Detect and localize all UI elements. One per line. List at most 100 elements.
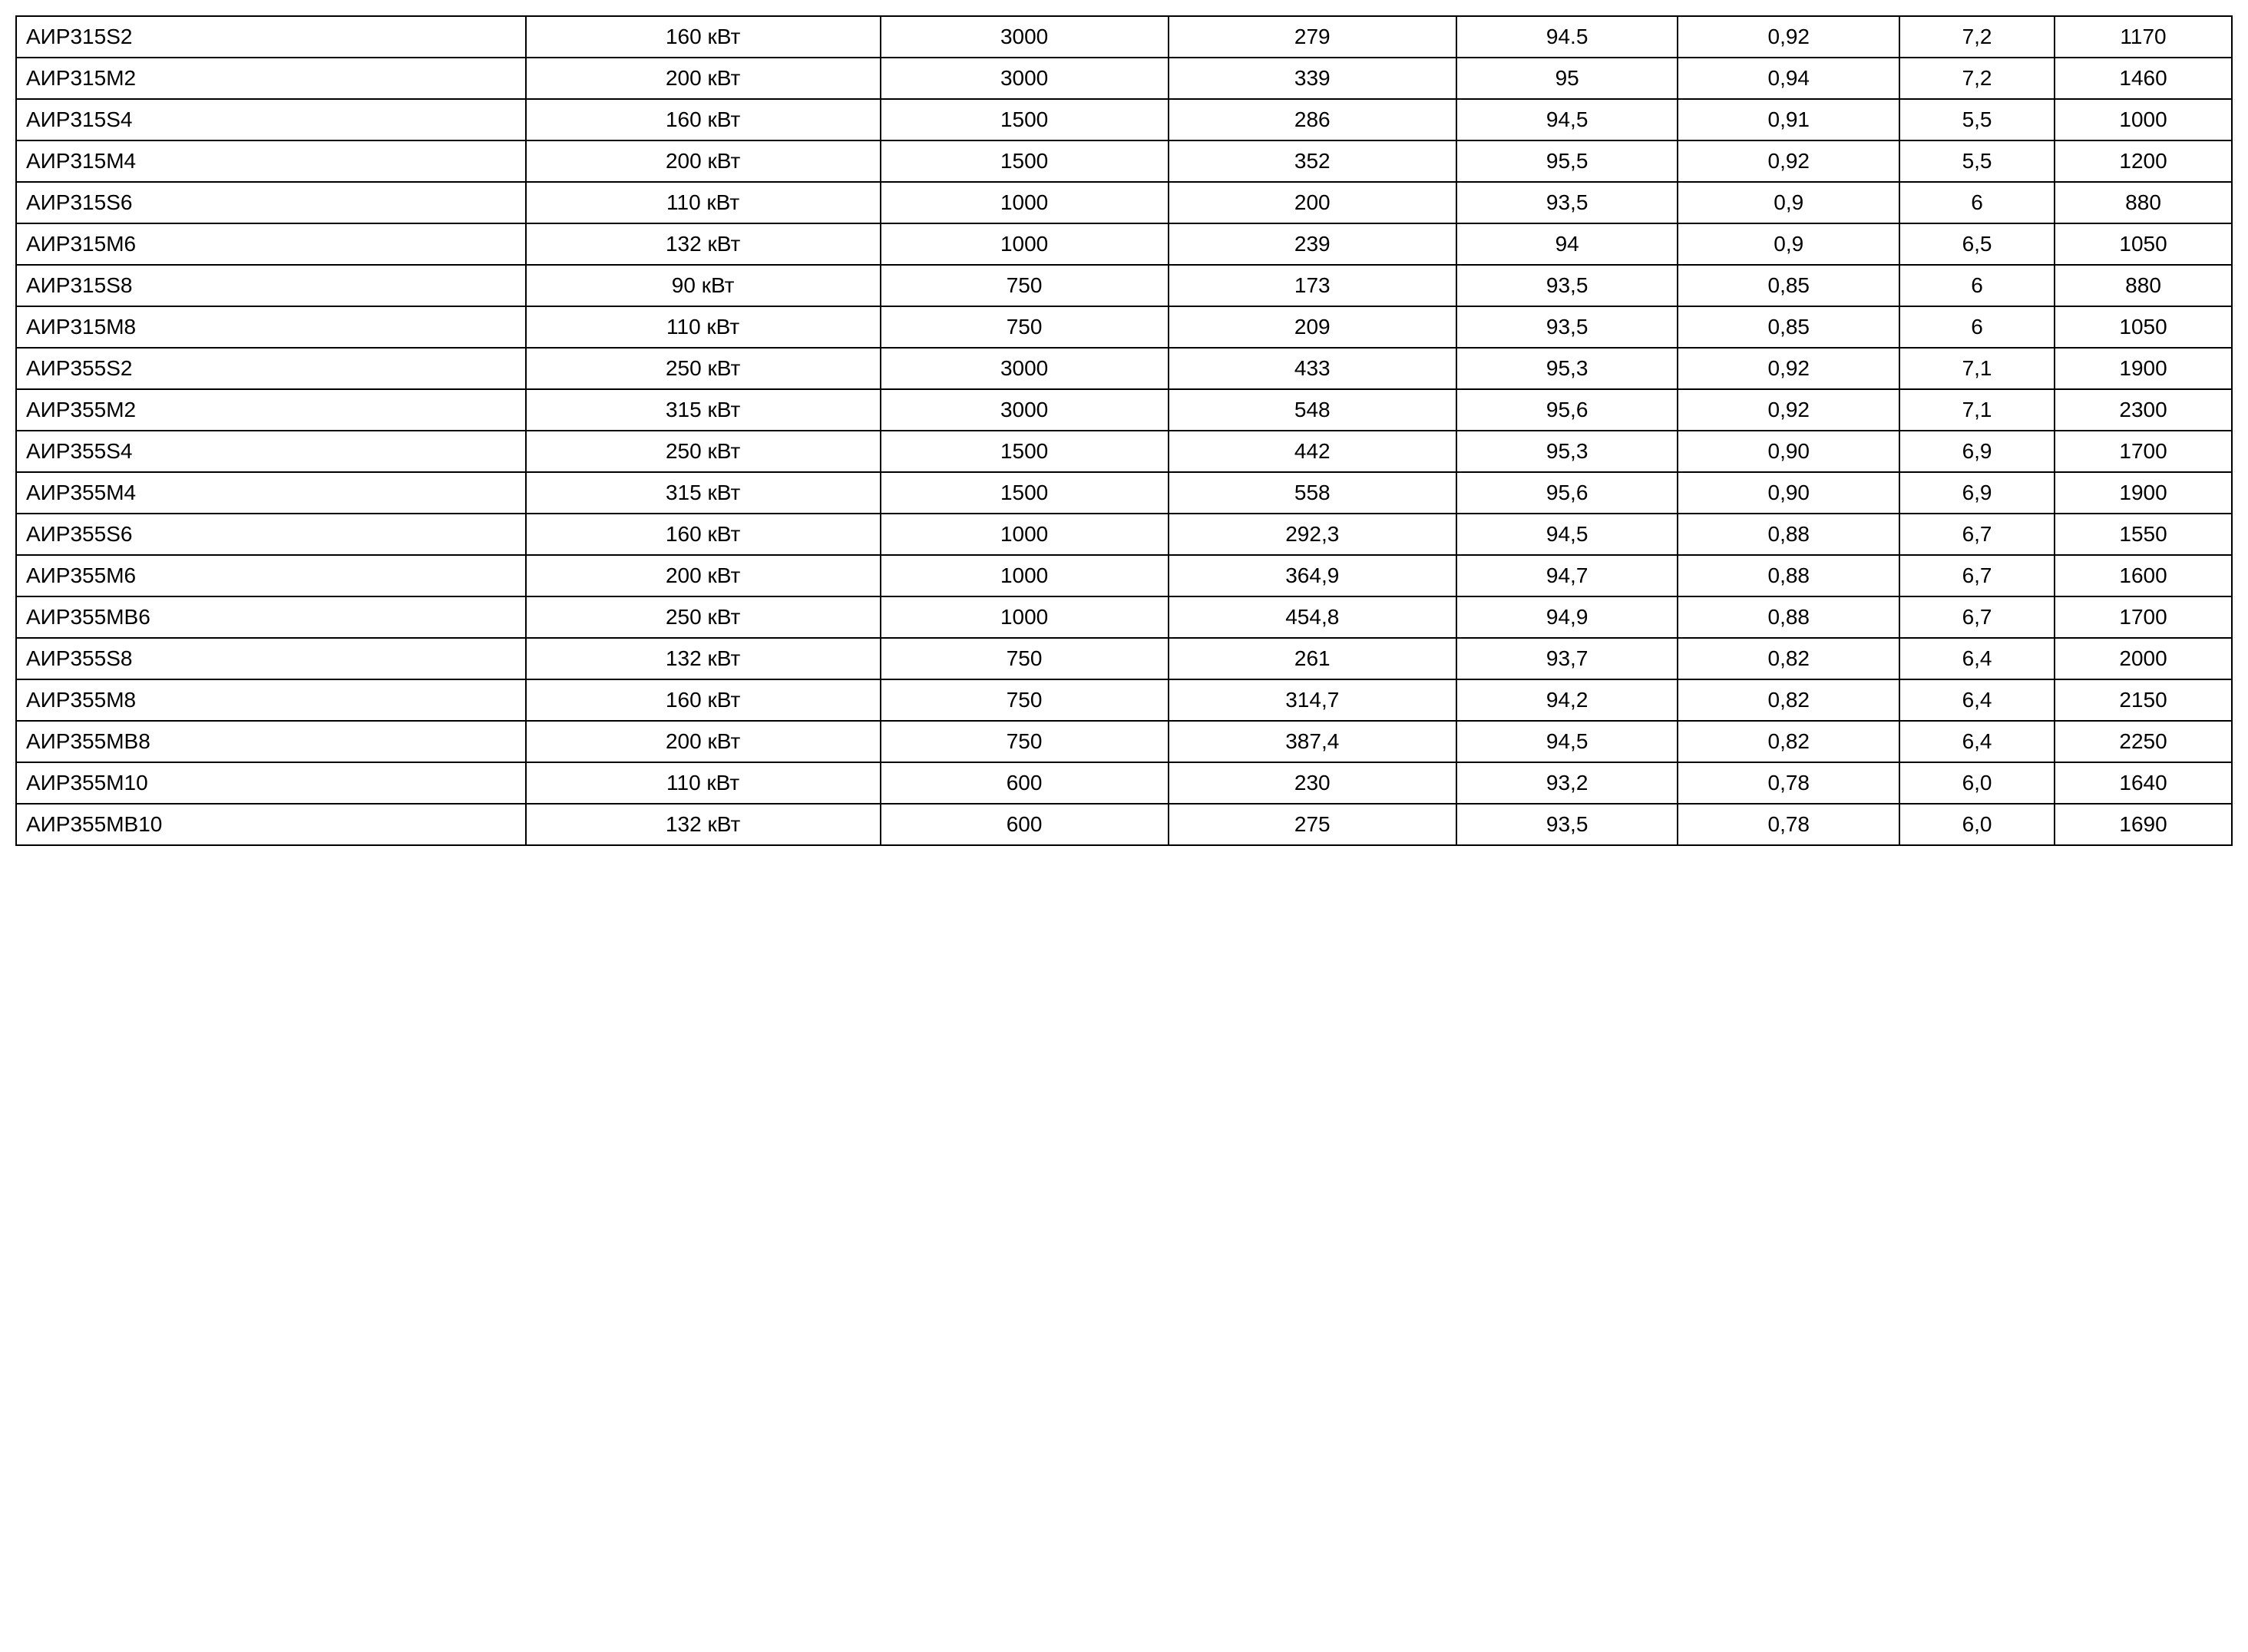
table-row: АИР355М6200 кВт1000364,994,70,886,71600: [16, 555, 2232, 596]
table-cell: 7,1: [1899, 348, 2055, 389]
table-cell: 1460: [2055, 58, 2232, 99]
table-cell: 558: [1169, 472, 1456, 514]
table-row: АИР355S6160 кВт1000292,394,50,886,71550: [16, 514, 2232, 555]
table-cell: 2150: [2055, 679, 2232, 721]
table-cell: 200 кВт: [526, 555, 881, 596]
table-row: АИР355S8132 кВт75026193,70,826,42000: [16, 638, 2232, 679]
table-cell: 0,88: [1678, 514, 1899, 555]
table-cell: 200 кВт: [526, 140, 881, 182]
table-cell: 6,5: [1899, 223, 2055, 265]
table-cell: 292,3: [1169, 514, 1456, 555]
table-cell: 110 кВт: [526, 306, 881, 348]
table-cell: 5,5: [1899, 99, 2055, 140]
table-cell: 0,92: [1678, 348, 1899, 389]
table-cell: 94.5: [1456, 16, 1678, 58]
table-cell: 0,82: [1678, 679, 1899, 721]
table-cell: 2300: [2055, 389, 2232, 431]
table-cell: 7,1: [1899, 389, 2055, 431]
table-cell: АИР355М8: [16, 679, 526, 721]
table-cell: 230: [1169, 762, 1456, 804]
table-cell: АИР315М4: [16, 140, 526, 182]
table-cell: 209: [1169, 306, 1456, 348]
table-cell: 0,88: [1678, 596, 1899, 638]
table-cell: 3000: [881, 16, 1169, 58]
table-cell: АИР355МВ6: [16, 596, 526, 638]
table-cell: 315 кВт: [526, 472, 881, 514]
table-cell: 94: [1456, 223, 1678, 265]
table-cell: 1640: [2055, 762, 2232, 804]
table-cell: АИР315S6: [16, 182, 526, 223]
table-row: АИР315М8110 кВт75020993,50,8561050: [16, 306, 2232, 348]
table-cell: 880: [2055, 265, 2232, 306]
table-cell: АИР315S4: [16, 99, 526, 140]
table-row: АИР315S4160 кВт150028694,50,915,51000: [16, 99, 2232, 140]
table-row: АИР355МВ6250 кВт1000454,894,90,886,71700: [16, 596, 2232, 638]
table-cell: 93,2: [1456, 762, 1678, 804]
table-cell: 286: [1169, 99, 1456, 140]
table-cell: 1600: [2055, 555, 2232, 596]
table-cell: 352: [1169, 140, 1456, 182]
table-cell: 0,85: [1678, 265, 1899, 306]
table-cell: 173: [1169, 265, 1456, 306]
table-cell: АИР355М4: [16, 472, 526, 514]
table-cell: 0,94: [1678, 58, 1899, 99]
table-row: АИР355М8160 кВт750314,794,20,826,42150: [16, 679, 2232, 721]
table-cell: АИР355S8: [16, 638, 526, 679]
table-cell: АИР315М2: [16, 58, 526, 99]
table-cell: 600: [881, 762, 1169, 804]
table-cell: 250 кВт: [526, 348, 881, 389]
table-cell: 0,90: [1678, 472, 1899, 514]
table-body: АИР315S2160 кВт300027994.50,927,21170АИР…: [16, 16, 2232, 845]
table-cell: 315 кВт: [526, 389, 881, 431]
table-cell: 314,7: [1169, 679, 1456, 721]
table-cell: 250 кВт: [526, 596, 881, 638]
table-cell: 95,6: [1456, 389, 1678, 431]
table-cell: 1000: [881, 182, 1169, 223]
table-cell: 94,2: [1456, 679, 1678, 721]
table-row: АИР355МВ10132 кВт60027593,50,786,01690: [16, 804, 2232, 845]
table-cell: 275: [1169, 804, 1456, 845]
table-cell: 239: [1169, 223, 1456, 265]
table-cell: 0,92: [1678, 389, 1899, 431]
table-cell: 1500: [881, 99, 1169, 140]
table-cell: АИР315М8: [16, 306, 526, 348]
table-cell: 1550: [2055, 514, 2232, 555]
table-row: АИР355МВ8200 кВт750387,494,50,826,42250: [16, 721, 2232, 762]
table-cell: 110 кВт: [526, 182, 881, 223]
table-cell: 1700: [2055, 596, 2232, 638]
table-cell: 1000: [2055, 99, 2232, 140]
table-cell: 1500: [881, 140, 1169, 182]
table-cell: 94,5: [1456, 514, 1678, 555]
table-cell: АИР355МВ8: [16, 721, 526, 762]
table-cell: 1900: [2055, 348, 2232, 389]
table-cell: 6,9: [1899, 472, 2055, 514]
table-cell: 6: [1899, 306, 2055, 348]
table-cell: 132 кВт: [526, 223, 881, 265]
table-cell: АИР315S8: [16, 265, 526, 306]
table-cell: 750: [881, 721, 1169, 762]
table-cell: 6,7: [1899, 555, 2055, 596]
table-cell: АИР355М10: [16, 762, 526, 804]
table-row: АИР355М2315 кВт300054895,60,927,12300: [16, 389, 2232, 431]
table-row: АИР355М10110 кВт60023093,20,786,01640: [16, 762, 2232, 804]
table-row: АИР315S6110 кВт100020093,50,96880: [16, 182, 2232, 223]
table-cell: 1500: [881, 472, 1169, 514]
table-cell: 750: [881, 306, 1169, 348]
table-cell: 6,9: [1899, 431, 2055, 472]
table-cell: 6,7: [1899, 514, 2055, 555]
table-row: АИР315М4200 кВт150035295,50,925,51200: [16, 140, 2232, 182]
table-cell: 1000: [881, 223, 1169, 265]
table-cell: 95,3: [1456, 431, 1678, 472]
table-cell: 6,0: [1899, 804, 2055, 845]
table-cell: 110 кВт: [526, 762, 881, 804]
table-cell: 200 кВт: [526, 58, 881, 99]
table-cell: 442: [1169, 431, 1456, 472]
table-cell: 0,90: [1678, 431, 1899, 472]
table-cell: 1500: [881, 431, 1169, 472]
table-row: АИР355S2250 кВт300043395,30,927,11900: [16, 348, 2232, 389]
table-cell: 93,5: [1456, 306, 1678, 348]
table-cell: 364,9: [1169, 555, 1456, 596]
table-cell: 160 кВт: [526, 679, 881, 721]
table-cell: 132 кВт: [526, 804, 881, 845]
table-cell: 0,92: [1678, 140, 1899, 182]
